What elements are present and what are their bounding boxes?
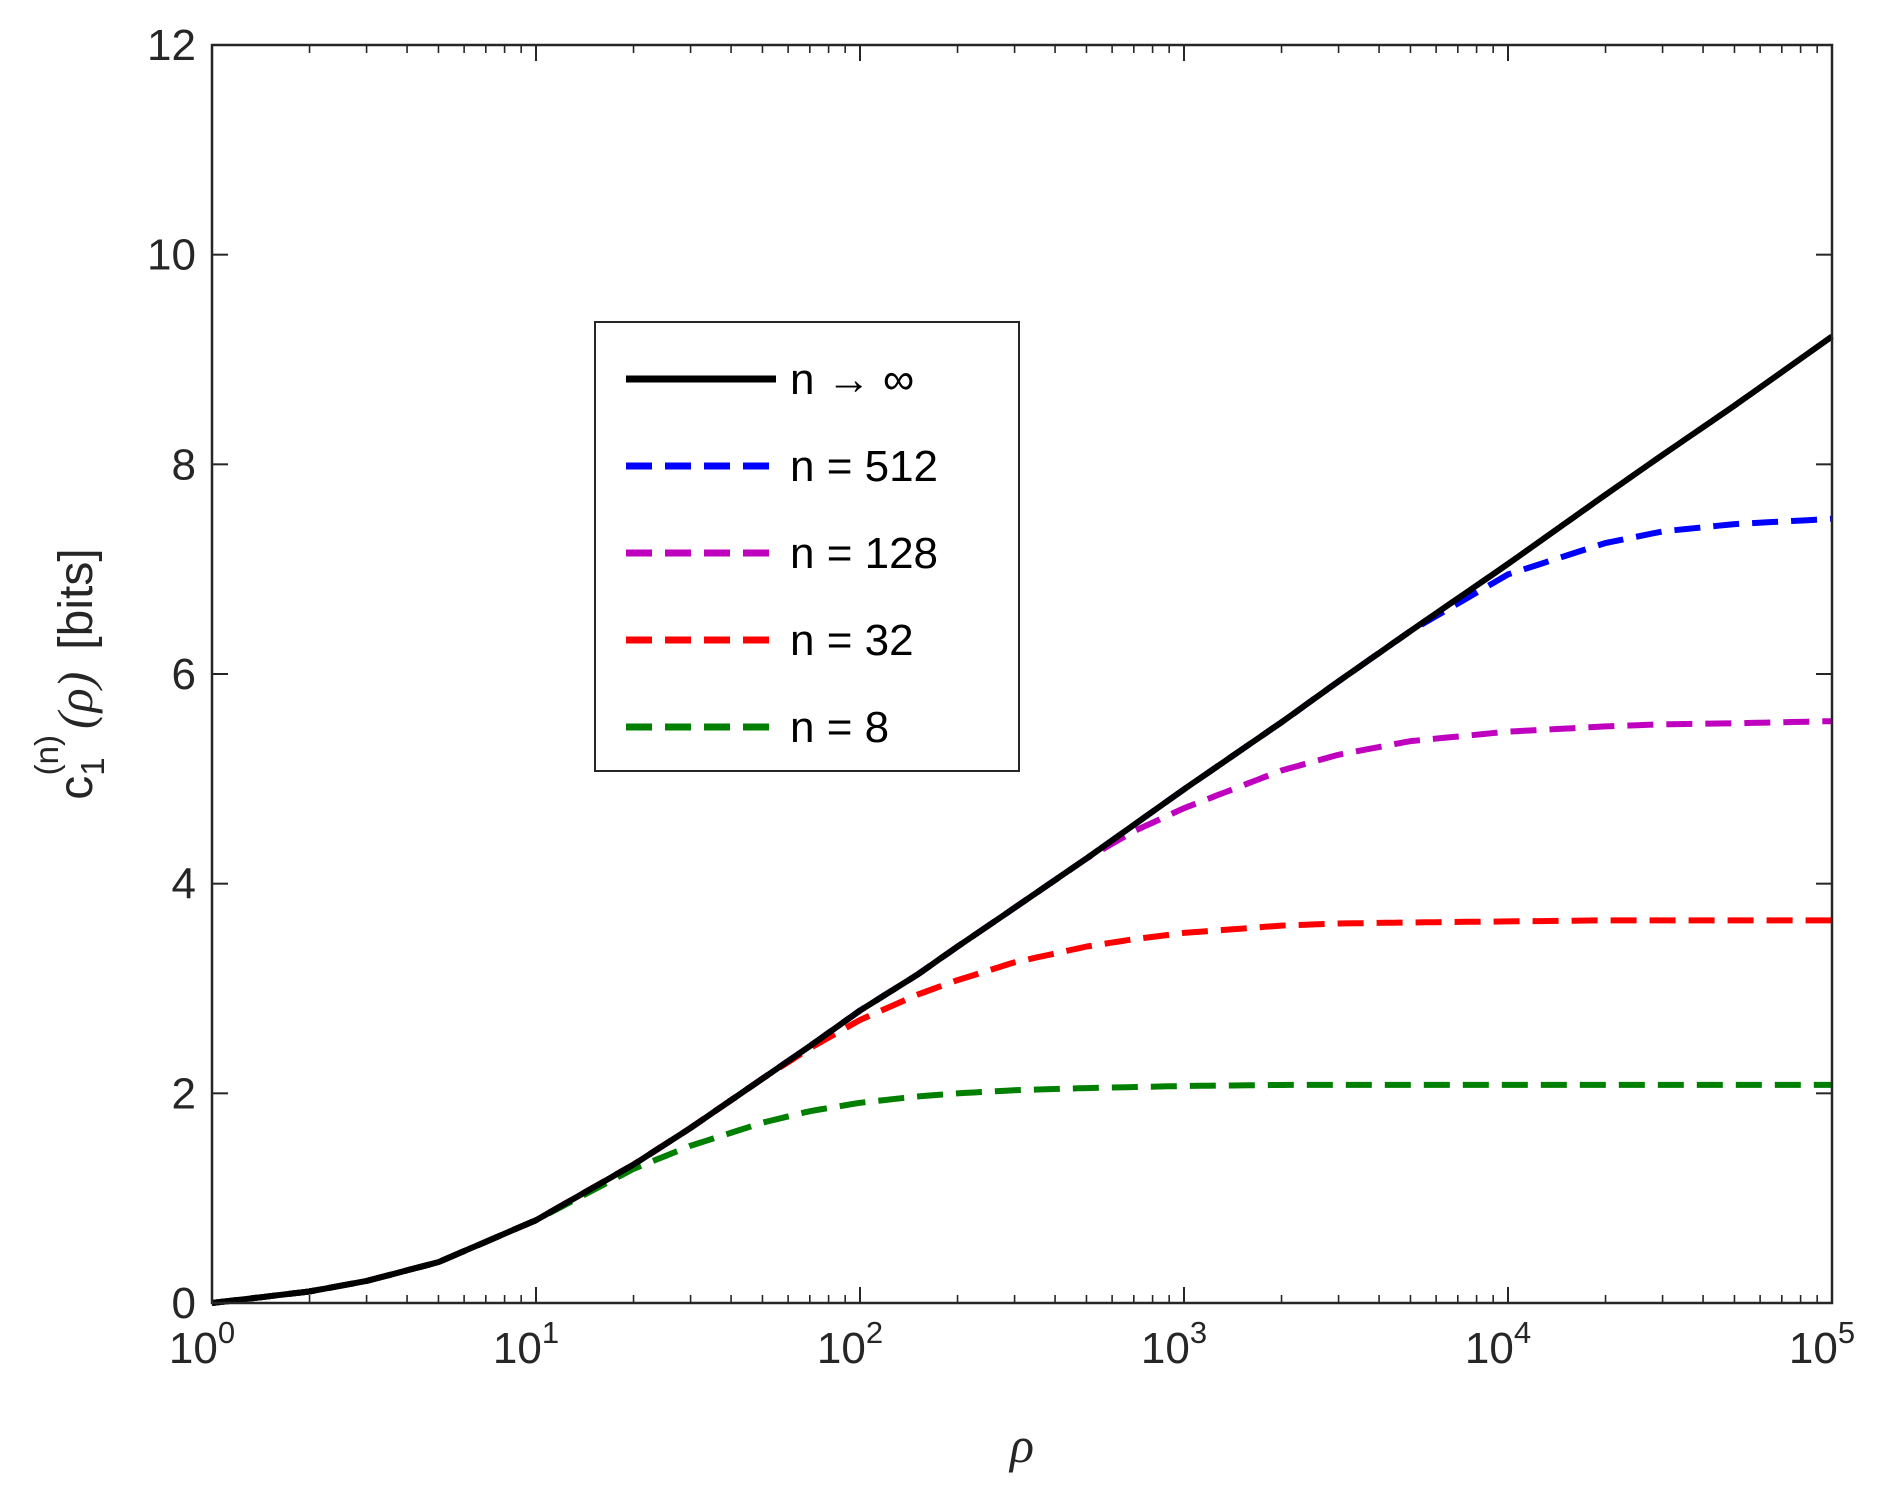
- x-tick-label: 101: [493, 1315, 559, 1373]
- y-label-sub: 1: [74, 757, 111, 775]
- x-tick-label-base: 10: [817, 1324, 866, 1373]
- y-tick-label: 4: [172, 860, 196, 909]
- x-tick-label-exp: 4: [1514, 1315, 1531, 1350]
- y-tick-label: 6: [172, 650, 196, 699]
- y-label-sup: (n): [28, 735, 65, 775]
- y-tick-label: 10: [147, 231, 196, 280]
- y-tick-label: 2: [172, 1069, 196, 1118]
- legend-label-n-128: n = 128: [790, 529, 938, 578]
- legend-label-n: n → ∞: [790, 355, 914, 404]
- x-tick-label-base: 10: [1141, 1324, 1190, 1373]
- y-axis-label: c1 (n) (ρ) [bits]: [28, 548, 111, 799]
- y-tick-label: 12: [147, 21, 196, 70]
- x-tick-label: 105: [1789, 1315, 1855, 1373]
- x-tick-label-exp: 0: [218, 1315, 235, 1350]
- svg-text:c1(n)(ρ)[bits]: c1 (n) (ρ) [bits]: [28, 548, 111, 799]
- y-label-unit: [bits]: [50, 548, 103, 649]
- legend-label-n-8: n = 8: [790, 703, 889, 752]
- x-tick-label-base: 10: [1465, 1324, 1514, 1373]
- legend-label-n-512: n = 512: [790, 442, 938, 491]
- y-label-main: c: [50, 776, 103, 800]
- y-tick-label: 0: [172, 1279, 196, 1328]
- series-layer: [211, 333, 1834, 1306]
- legend: n → ∞ n = 512 n = 128 n = 32 n = 8: [594, 321, 1020, 772]
- x-tick-label-base: 10: [493, 1324, 542, 1373]
- x-axis-label: ρ: [1008, 1417, 1034, 1473]
- legend-box: [594, 321, 1020, 772]
- legend-label-n-32: n = 32: [790, 616, 914, 665]
- x-tick-label-base: 10: [1789, 1324, 1838, 1373]
- y-tick-label: 8: [172, 440, 196, 489]
- series-line-n: [211, 333, 1834, 1306]
- y-label-arg: (ρ): [47, 672, 103, 729]
- x-tick-label: 104: [1465, 1315, 1531, 1373]
- x-tick-label-exp: 3: [1190, 1315, 1207, 1350]
- x-tick-label: 103: [1141, 1315, 1207, 1373]
- x-tick-label: 100: [169, 1315, 235, 1373]
- x-tick-label-base: 10: [169, 1324, 218, 1373]
- x-tick-label-exp: 5: [1838, 1315, 1855, 1350]
- x-tick-label-exp: 2: [866, 1315, 883, 1350]
- x-tick-label-exp: 1: [542, 1315, 559, 1350]
- x-tick-label: 102: [817, 1315, 883, 1373]
